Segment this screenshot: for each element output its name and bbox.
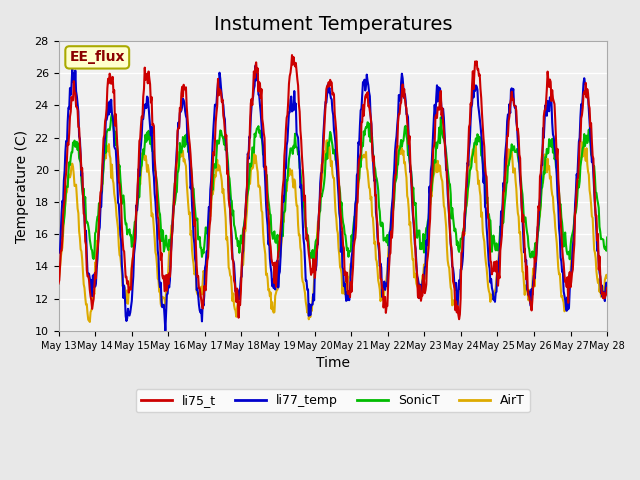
Title: Instument Temperatures: Instument Temperatures bbox=[214, 15, 452, 34]
Legend: li75_t, li77_temp, SonicT, AirT: li75_t, li77_temp, SonicT, AirT bbox=[136, 389, 530, 412]
Y-axis label: Temperature (C): Temperature (C) bbox=[15, 130, 29, 242]
X-axis label: Time: Time bbox=[316, 356, 350, 370]
Text: EE_flux: EE_flux bbox=[70, 50, 125, 64]
